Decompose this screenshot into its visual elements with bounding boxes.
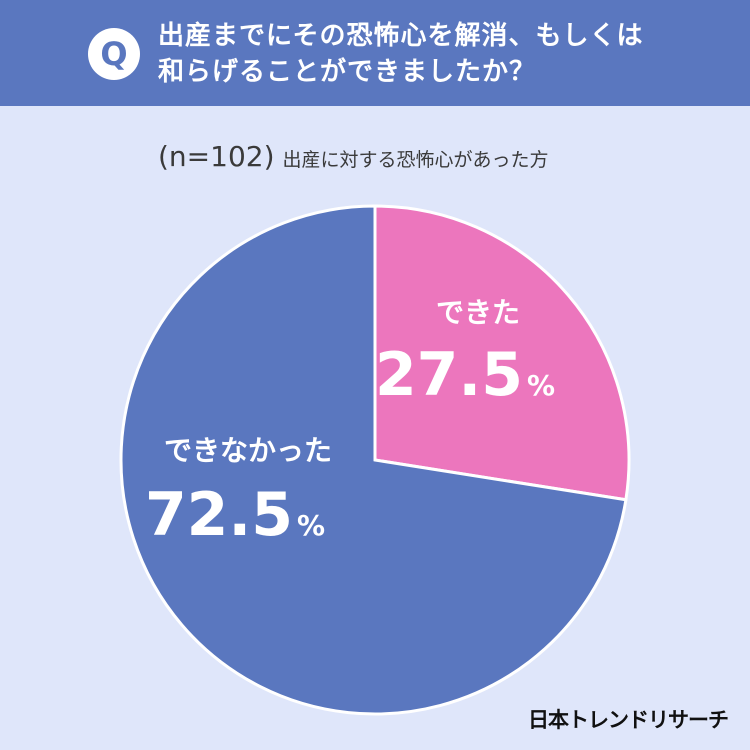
slice-value-0: 27.5% (375, 340, 555, 410)
pie-slice-1 (119, 204, 628, 716)
question-header: Q 出産までにその恐怖心を解消、もしくは 和らげることができましたか？ (0, 0, 750, 106)
slice-label-0: できた (436, 296, 520, 329)
chart-subtitle: (n=102) 出産に対する恐怖心があった方 (158, 140, 549, 180)
pie-slice-0 (373, 204, 631, 502)
question-text: 出産までにその恐怖心を解消、もしくは 和らげることができましたか？ (158, 21, 644, 87)
slice-value-1: 72.5% (145, 480, 325, 550)
slice-label-1: できなかった (164, 434, 332, 467)
sample-size-label: (n=102) (158, 140, 275, 173)
respondent-group-label: 出産に対する恐怖心があった方 (282, 149, 549, 171)
brand-logo: 日本トレンドリサーチ (528, 708, 729, 732)
question-badge: Q (88, 28, 140, 80)
